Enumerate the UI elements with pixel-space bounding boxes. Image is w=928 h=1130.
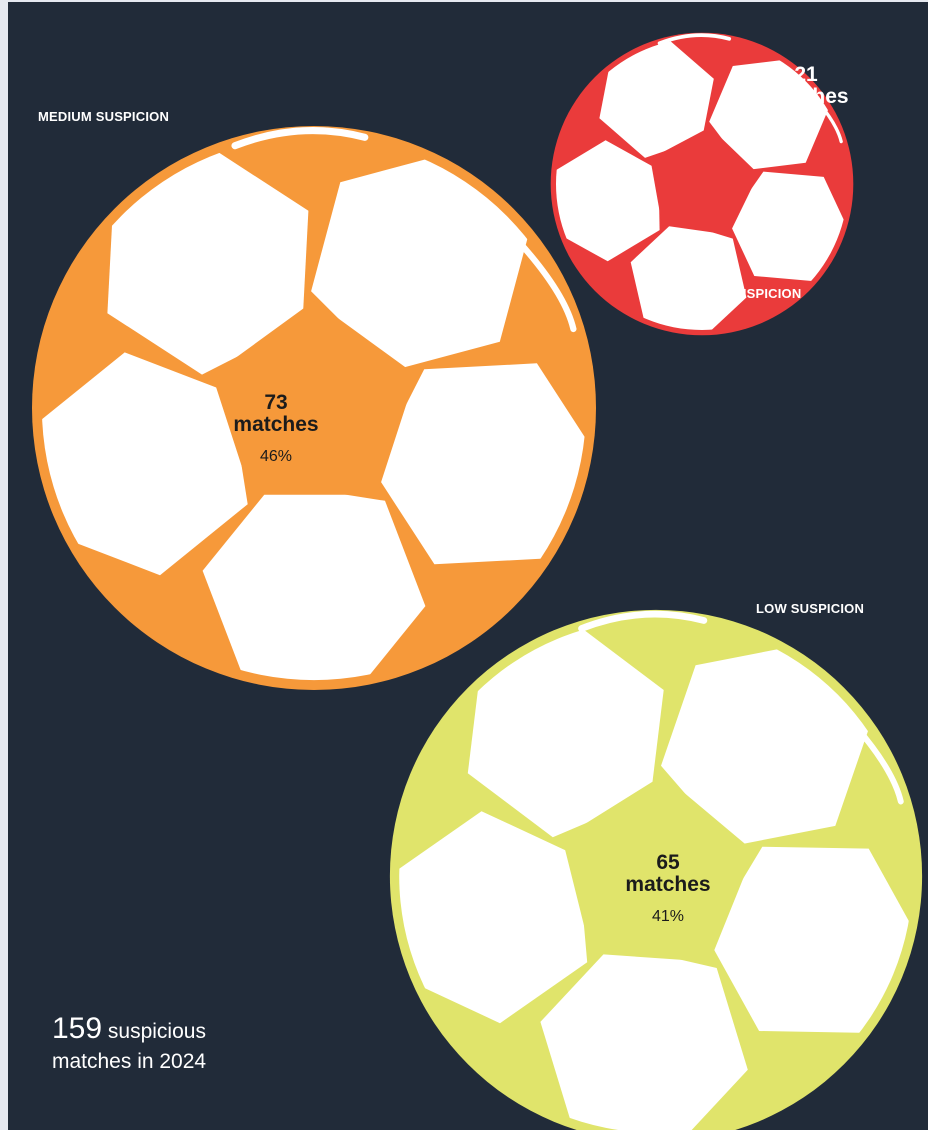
unit-medium: matches (233, 413, 319, 436)
ball-highlight-side-low (812, 681, 904, 805)
ball-highlight-top-high (657, 33, 732, 46)
ball-value-medium: 73 matches 46% (233, 392, 318, 466)
ball-value-high: 21 matches 13% (763, 64, 848, 132)
count-low: 65 (656, 851, 680, 874)
category-label-low: LOW SUSPICION (756, 601, 865, 616)
unit-low: matches (625, 873, 711, 896)
ball-panel-low (540, 944, 748, 1130)
ball-panels-high (556, 39, 848, 330)
total-summary: 159 suspicious matches in 2024 (52, 1014, 206, 1077)
category-label-medium: MEDIUM SUSPICION (38, 109, 170, 124)
ball-panel-low (661, 644, 870, 847)
percent-low: 41% (651, 908, 685, 925)
ball-panel-medium (41, 352, 248, 576)
ball-panel-low (467, 625, 664, 838)
ball-highlight-side-high (791, 73, 843, 144)
ball-highlight-top-low (578, 610, 708, 632)
percent-medium: 46% (259, 448, 293, 465)
ball-low (389, 609, 923, 1130)
ball-panel-low (707, 846, 913, 1033)
ball-panel-high (630, 220, 747, 330)
ball-panels-medium (41, 149, 587, 681)
total-text-line1: suspicious (107, 1020, 206, 1043)
ball-panel-medium (373, 363, 587, 565)
ball-highlight-side-medium (480, 201, 577, 333)
ball-center-pentagon-low (562, 775, 755, 962)
ball-panel-medium (311, 153, 529, 371)
ball-highlight-top-medium (231, 126, 369, 150)
ball-center-pentagon-medium (212, 300, 416, 495)
unit-high: matches (763, 85, 849, 108)
ball-panel-high (728, 171, 848, 282)
total-value: 159 (52, 1012, 103, 1045)
percent-high: 13% (789, 114, 823, 131)
count-medium: 73 (264, 391, 288, 414)
ball-chart (32, 32, 923, 1130)
ball-panel-low (399, 811, 588, 1024)
ball-panel-medium (202, 483, 426, 681)
ball-medium (32, 126, 596, 690)
ball-panel-high (556, 140, 660, 262)
category-label-high: HIGH SUSPICION (691, 286, 802, 301)
ball-high (550, 32, 854, 336)
ball-center-pentagon-high (650, 127, 759, 235)
ball-value-low: 65 matches 41% (625, 852, 710, 926)
ball-panels-low (399, 625, 913, 1130)
ball-panel-medium (107, 149, 309, 375)
count-high: 21 (794, 63, 818, 86)
chart-canvas: MEDIUM SUSPICION 73 matches 46% HIGH SUS… (8, 2, 928, 1130)
ball-panel-high (599, 39, 714, 158)
total-text-line2: matches in 2024 (52, 1050, 207, 1073)
ball-panel-high (709, 58, 830, 171)
